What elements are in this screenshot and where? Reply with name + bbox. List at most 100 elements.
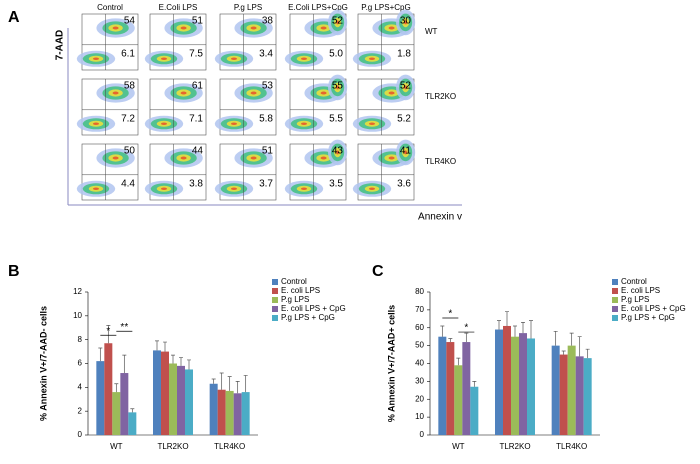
x-tick-label: WT xyxy=(452,442,465,451)
quadrant-value: 5.2 xyxy=(397,113,411,124)
y-tick-label: 40 xyxy=(415,359,424,368)
flow-density xyxy=(231,122,237,126)
quadrant-value: 53 xyxy=(262,81,274,92)
y-tick-label: 8 xyxy=(78,335,83,344)
flow-density xyxy=(301,122,307,126)
quadrant-value: 43 xyxy=(332,146,344,157)
quadrant-value: 38 xyxy=(262,16,274,27)
quadrant-value: 7.2 xyxy=(121,113,135,124)
bar xyxy=(104,343,113,435)
error-bar xyxy=(472,381,477,387)
bar xyxy=(446,342,455,435)
bar xyxy=(551,345,560,435)
flow-density xyxy=(250,156,257,160)
y-tick-label: 60 xyxy=(415,323,424,332)
bar xyxy=(120,373,129,435)
flow-column-header: Control xyxy=(97,3,123,12)
error-bar xyxy=(448,338,453,343)
flow-density xyxy=(388,26,395,30)
flow-row-label: TLR4KO xyxy=(425,157,456,166)
bar xyxy=(519,333,527,435)
y-tick-label: 70 xyxy=(415,305,424,314)
flow-density xyxy=(404,85,408,90)
y-tick-label: 0 xyxy=(78,430,83,439)
legend-swatch xyxy=(612,288,618,294)
error-bar xyxy=(569,332,574,346)
bar xyxy=(153,350,161,435)
legend-label: P.g LPS xyxy=(281,295,309,304)
quadrant-value: 3.4 xyxy=(259,48,273,59)
bar xyxy=(462,342,471,435)
error-bar xyxy=(464,332,469,343)
error-bar xyxy=(171,354,175,364)
panel-label: A xyxy=(8,9,20,26)
flow-row-label: TLR2KO xyxy=(425,92,456,101)
quadrant-value: 6.1 xyxy=(121,48,135,59)
legend-label: P.g LPS xyxy=(621,295,649,304)
flow-density xyxy=(112,26,119,30)
flow-x-label: Annexin v xyxy=(418,212,462,223)
legend-label: Control xyxy=(621,277,647,286)
significance-label: * xyxy=(106,326,110,337)
legend-label: E. coli LPS + CpG xyxy=(621,304,686,313)
bar xyxy=(527,338,535,435)
flow-density xyxy=(388,156,395,160)
bar xyxy=(241,392,250,435)
error-bar xyxy=(114,383,119,393)
quadrant-value: 30 xyxy=(400,16,412,27)
error-bar xyxy=(440,325,445,337)
flow-column-header: P.g LPS+CpG xyxy=(361,3,410,12)
legend-swatch xyxy=(272,306,278,312)
quadrant-value: 3.8 xyxy=(189,178,203,189)
y-tick-label: 50 xyxy=(415,341,424,350)
legend-label: E. coli LPS xyxy=(621,286,660,295)
error-bar xyxy=(179,357,183,366)
x-tick-label: WT xyxy=(110,442,123,451)
error-bar xyxy=(227,376,232,391)
bar xyxy=(454,365,463,435)
quadrant-value: 7.5 xyxy=(189,48,203,59)
error-bar xyxy=(122,354,127,374)
flow-density xyxy=(93,57,99,61)
y-axis-label: % Annexin V+/7-AAD- cells xyxy=(38,306,48,421)
legend-label: P.g LPS + CpG xyxy=(281,313,335,322)
flow-density xyxy=(320,156,327,160)
quadrant-value: 1.8 xyxy=(397,48,411,59)
flow-density xyxy=(231,187,237,191)
x-tick-label: TLR2KO xyxy=(157,442,188,451)
quadrant-value: 54 xyxy=(124,16,136,27)
flow-density xyxy=(301,187,307,191)
flow-density xyxy=(161,122,167,126)
error-bar xyxy=(155,340,159,351)
flow-column-header: P.g LPS xyxy=(234,3,262,12)
y-tick-label: 20 xyxy=(415,394,424,403)
quadrant-value: 5.0 xyxy=(329,48,343,59)
legend-label: P.g LPS + CpG xyxy=(621,313,675,322)
legend-swatch xyxy=(272,315,278,321)
flow-row-label: WT xyxy=(425,27,438,36)
error-bar xyxy=(529,320,533,339)
flow-density xyxy=(93,187,99,191)
y-tick-label: 30 xyxy=(415,376,424,385)
x-tick-label: TLR4KO xyxy=(556,442,587,451)
bar xyxy=(511,336,519,435)
significance-label: * xyxy=(448,309,452,320)
quadrant-value: 61 xyxy=(192,81,204,92)
flow-density xyxy=(161,57,167,61)
flow-density xyxy=(180,156,187,160)
error-bar xyxy=(106,325,111,344)
y-tick-label: 12 xyxy=(73,287,82,296)
error-bar xyxy=(98,347,103,362)
flow-density xyxy=(250,26,257,30)
bar xyxy=(161,351,169,435)
significance-label: * xyxy=(464,323,468,334)
x-tick-label: TLR2KO xyxy=(499,442,530,451)
flow-density xyxy=(180,26,187,30)
quadrant-value: 4.4 xyxy=(121,178,135,189)
flow-density xyxy=(404,20,408,25)
legend-swatch xyxy=(272,297,278,303)
flow-density xyxy=(369,57,375,61)
bar xyxy=(128,412,137,435)
